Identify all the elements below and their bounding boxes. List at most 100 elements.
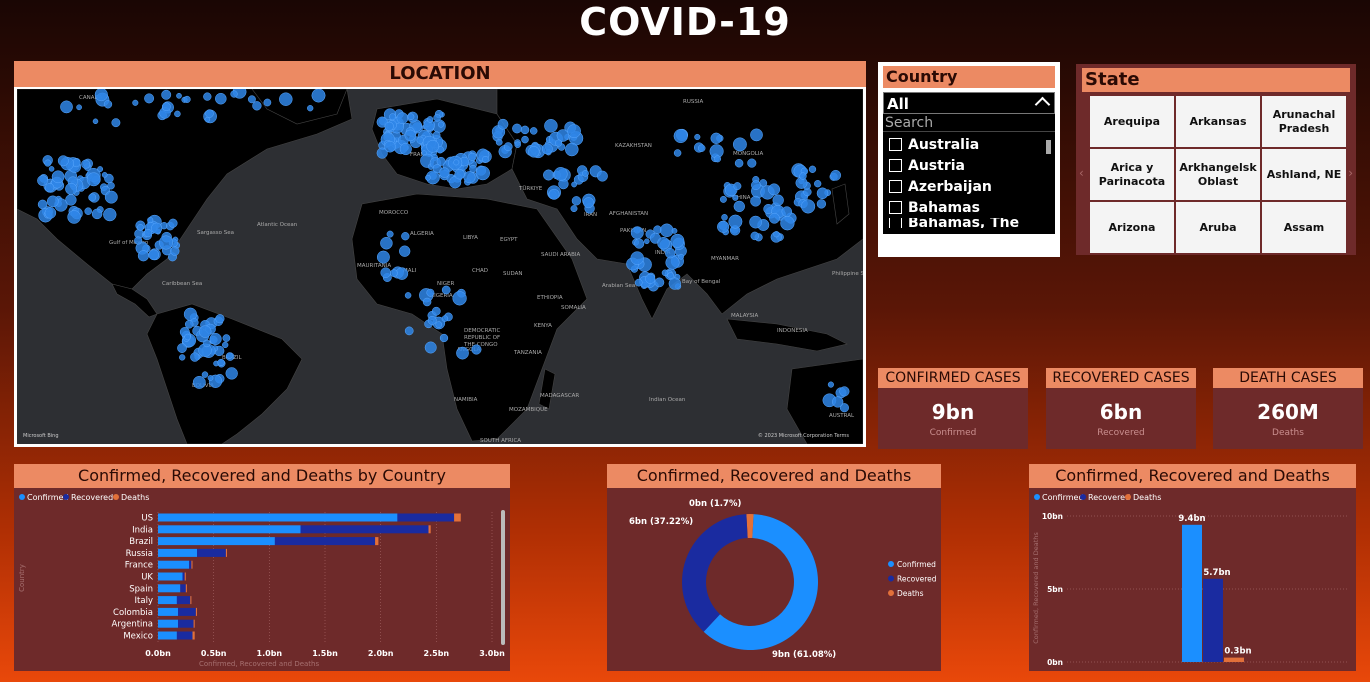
case-bubble[interactable] [427,315,437,325]
bar[interactable] [1182,524,1202,662]
case-bubble[interactable] [661,269,669,277]
totals-bar-chart[interactable]: Confirmed Recovered Deaths 0bn 5bn 10bn 9.4bn 5… [1029,488,1356,671]
case-bubble[interactable] [839,403,849,413]
donut-slice[interactable] [682,514,748,632]
case-bubble[interactable] [101,172,108,178]
case-bubble[interactable] [439,333,449,343]
case-bubble[interactable] [425,174,431,181]
case-bubble[interactable] [570,205,578,213]
bar-segment[interactable] [176,596,191,605]
case-bubble[interactable] [657,236,670,250]
case-bubble[interactable] [97,166,104,173]
case-bubble[interactable] [215,92,227,105]
case-bubble[interactable] [103,207,117,222]
case-bubble[interactable] [441,285,451,295]
case-bubble[interactable] [201,371,209,378]
case-bubble[interactable] [660,223,674,238]
case-bubble[interactable] [192,375,206,389]
bar-segment[interactable] [158,619,178,628]
case-bubble[interactable] [390,269,398,277]
bar-segment[interactable] [300,525,429,534]
case-bubble[interactable] [44,159,52,167]
case-bubble[interactable] [177,343,187,353]
case-bubble[interactable] [728,214,743,229]
case-bubble[interactable] [436,156,446,166]
case-bubble[interactable] [51,170,65,184]
case-bubble[interactable] [732,137,747,152]
case-bubble[interactable] [158,235,174,250]
bar-segment[interactable] [225,548,227,557]
case-bubble[interactable] [432,131,441,140]
case-bubble[interactable] [520,125,530,135]
case-bubble[interactable] [433,114,441,122]
case-bubble[interactable] [215,314,225,324]
case-bubble[interactable] [553,167,568,181]
case-bubble[interactable] [84,207,92,215]
case-bubble[interactable] [376,147,388,159]
case-bubble[interactable] [832,396,844,408]
state-tile[interactable]: Aruba [1176,202,1260,253]
case-bubble[interactable] [103,100,113,109]
case-bubble[interactable] [279,92,293,106]
checkbox-icon[interactable] [889,218,902,228]
state-tile[interactable]: Arunachal Pradesh [1262,96,1346,147]
case-bubble[interactable] [654,277,665,288]
case-bubble[interactable] [91,208,103,220]
case-bubble[interactable] [426,139,440,153]
case-bubble[interactable] [769,212,780,224]
case-bubble[interactable] [475,165,490,181]
case-bubble[interactable] [773,231,780,238]
case-bubble[interactable] [44,207,57,219]
case-bubble[interactable] [750,231,760,241]
case-bubble[interactable] [386,230,394,238]
state-tile[interactable]: Assam [1262,202,1346,253]
case-bubble[interactable] [678,253,684,260]
case-bubble[interactable] [469,164,477,173]
case-bubble[interactable] [176,92,182,99]
case-bubble[interactable] [252,101,262,111]
case-bubble[interactable] [816,187,829,200]
bar[interactable] [1224,657,1244,662]
state-tile[interactable]: Arequipa [1090,96,1174,147]
case-bubble[interactable] [37,175,48,186]
case-bubble[interactable] [203,92,212,101]
case-bubble[interactable] [582,169,589,177]
case-bubble[interactable] [471,344,482,355]
case-bubble[interactable] [311,89,326,103]
state-tile[interactable]: Arizona [1090,202,1174,253]
country-select[interactable]: All [883,92,1055,114]
case-bubble[interactable] [88,193,97,202]
case-bubble[interactable] [134,236,143,245]
bar-segment[interactable] [178,619,194,628]
donut-slice[interactable] [746,514,754,539]
case-bubble[interactable] [482,155,489,163]
case-bubble[interactable] [645,273,656,284]
case-bubble[interactable] [226,352,233,360]
case-bubble[interactable] [665,248,676,259]
case-bubble[interactable] [217,358,225,367]
bar-segment[interactable] [158,548,197,557]
case-bubble[interactable] [162,102,171,112]
country-option[interactable]: Austria [889,155,1053,176]
case-bubble[interactable] [184,320,194,329]
case-bubble[interactable] [225,367,238,380]
state-tile[interactable]: Arkansas [1176,96,1260,147]
case-bubble[interactable] [463,171,476,184]
case-bubble[interactable] [426,116,434,123]
case-bubble[interactable] [571,196,582,206]
bar-segment[interactable] [193,619,195,628]
bar-segment[interactable] [180,584,186,593]
bar-segment[interactable] [192,631,195,640]
checkbox-icon[interactable] [889,180,902,193]
donut-slice[interactable] [703,514,819,651]
case-bubble[interactable] [528,146,540,158]
case-bubble[interactable] [799,172,807,180]
bar-segment[interactable] [184,572,186,581]
case-bubble[interactable] [495,138,503,146]
case-bubble[interactable] [814,180,822,188]
case-bubble[interactable] [205,109,214,118]
case-bubble[interactable] [697,144,706,152]
case-bubble[interactable] [839,386,850,397]
case-bubble[interactable] [733,200,745,213]
case-bubble[interactable] [541,143,553,155]
